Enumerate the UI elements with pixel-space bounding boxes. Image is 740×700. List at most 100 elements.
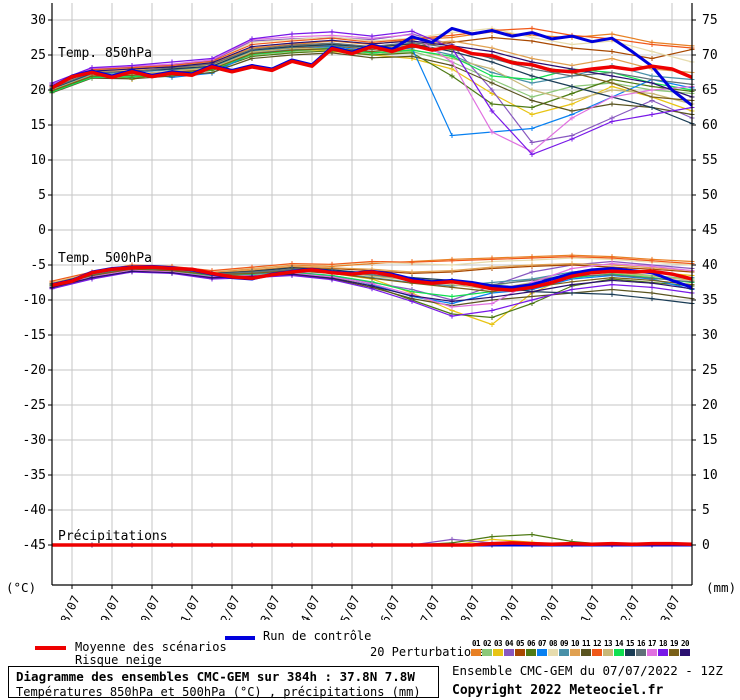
right-tick-label: 65: [702, 83, 718, 98]
perturbation-number: 13: [603, 639, 613, 648]
x-tick-label: 13/07: [255, 593, 283, 620]
perturbation-color-swatch: [471, 649, 481, 656]
x-tick-label: 14/07: [295, 593, 323, 620]
legend-control-label: Run de contrôle: [263, 629, 372, 643]
left-tick-label: 30: [30, 13, 46, 28]
x-tick-label: 22/07: [615, 593, 643, 620]
perturbation-number: 09: [559, 639, 569, 648]
series-temp500-mean: [51, 265, 693, 292]
right-tick-label: 35: [702, 293, 718, 308]
chart-title-box: Diagramme des ensembles CMC-GEM sur 384h…: [8, 666, 439, 699]
series-precip-mean: [52, 541, 693, 547]
perturbation-color-swatch: [515, 649, 525, 656]
perturbation-number: 20: [680, 639, 690, 648]
left-tick-label: -25: [23, 398, 46, 413]
x-tick-label: 23/07: [655, 593, 683, 620]
x-tick-label: 15/07: [335, 593, 363, 620]
perturbation-number: 07: [537, 639, 547, 648]
perturbation-11: 11: [581, 639, 591, 656]
perturbation-15: 15: [625, 639, 635, 656]
perturbation-color-swatch: [603, 649, 613, 656]
perturbation-color-swatch: [581, 649, 591, 656]
perturbation-number: 19: [669, 639, 679, 648]
perturbation-number: 10: [570, 639, 580, 648]
perturbation-color-swatch: [636, 649, 646, 656]
perturbation-color-swatch: [592, 649, 602, 656]
ensemble-chart: 302520151050-5-10-15-20-25-30-35-40-4575…: [6, 3, 736, 620]
perturbation-01: 01: [471, 639, 481, 656]
right-tick-label: 70: [702, 48, 718, 63]
left-tick-label: -35: [23, 468, 46, 483]
perturbation-color-swatch: [658, 649, 668, 656]
perturbation-13: 13: [603, 639, 613, 656]
left-tick-label: 25: [30, 48, 46, 63]
x-tick-label: 16/07: [375, 593, 403, 620]
right-tick-label: 55: [702, 153, 718, 168]
perturbation-09: 09: [559, 639, 569, 656]
left-axis-unit: (°C): [6, 580, 36, 595]
x-tick-label: 20/07: [535, 593, 563, 620]
panel-title-temp500: Temp. 500hPa: [58, 251, 152, 266]
perturbation-20: 20: [680, 639, 690, 656]
perturbation-16: 16: [636, 639, 646, 656]
perturbation-number: 16: [636, 639, 646, 648]
left-tick-label: -30: [23, 433, 46, 448]
x-tick-label: 21/07: [575, 593, 603, 620]
series-temp850-mean: [51, 43, 693, 90]
perturbation-07: 07: [537, 639, 547, 656]
legend-perturbations-label: 20 Perturbations: [370, 645, 486, 659]
perturbation-color-swatch: [482, 649, 492, 656]
x-tick-label: 11/07: [175, 593, 203, 620]
perturbation-14: 14: [614, 639, 624, 656]
perturbation-number: 05: [515, 639, 525, 648]
x-tick-label: 19/07: [495, 593, 523, 620]
perturbation-color-swatch: [493, 649, 503, 656]
perturbation-color-swatch: [537, 649, 547, 656]
right-tick-label: 75: [702, 13, 718, 28]
perturbation-number: 01: [471, 639, 481, 648]
perturbation-number: 12: [592, 639, 602, 648]
right-axis-unit: (mm): [706, 580, 736, 595]
left-tick-label: -45: [23, 538, 46, 553]
perturbation-06: 06: [526, 639, 536, 656]
panel-title-temp850: Temp. 850hPa: [58, 46, 152, 61]
left-tick-label: 15: [30, 118, 46, 133]
copyright: Copyright 2022 Meteociel.fr: [452, 683, 664, 698]
right-tick-label: 0: [702, 538, 710, 553]
right-tick-label: 40: [702, 258, 718, 273]
right-tick-label: 10: [702, 468, 718, 483]
legend-control-swatch: [225, 636, 255, 640]
perturbation-05: 05: [515, 639, 525, 656]
perturbation-number: 11: [581, 639, 591, 648]
perturbation-08: 08: [548, 639, 558, 656]
right-tick-label: 50: [702, 188, 718, 203]
perturbation-10: 10: [570, 639, 580, 656]
perturbation-color-swatch: [504, 649, 514, 656]
x-tick-label: 18/07: [455, 593, 483, 620]
x-tick-label: 08/07: [55, 593, 83, 620]
x-tick-label: 12/07: [215, 593, 243, 620]
perturbation-12: 12: [592, 639, 602, 656]
perturbation-color-swatch: [570, 649, 580, 656]
perturbation-number: 03: [493, 639, 503, 648]
chart-subtitle: Températures 850hPa et 500hPa (°C) , pré…: [16, 685, 421, 699]
perturbation-color-swatch: [526, 649, 536, 656]
perturbation-number: 17: [647, 639, 657, 648]
perturbation-number: 02: [482, 639, 492, 648]
left-tick-label: 10: [30, 153, 46, 168]
right-tick-label: 30: [702, 328, 718, 343]
perturbation-number: 15: [625, 639, 635, 648]
perturbation-number: 06: [526, 639, 536, 648]
perturbation-02: 02: [482, 639, 492, 656]
left-tick-label: 5: [38, 188, 46, 203]
perturbation-17: 17: [647, 639, 657, 656]
perturbation-color-swatch: [647, 649, 657, 656]
left-tick-label: -10: [23, 293, 46, 308]
panel-title-precip: Précipitations: [58, 529, 168, 544]
perturbation-18: 18: [658, 639, 668, 656]
perturbation-color-swatch: [548, 649, 558, 656]
perturbation-color-strip: 01 02 03 04 05 06 07 08 09 10 11 12 13 14 15 16 17 18 19 20: [471, 639, 691, 656]
perturbation-color-swatch: [625, 649, 635, 656]
left-tick-label: -15: [23, 328, 46, 343]
